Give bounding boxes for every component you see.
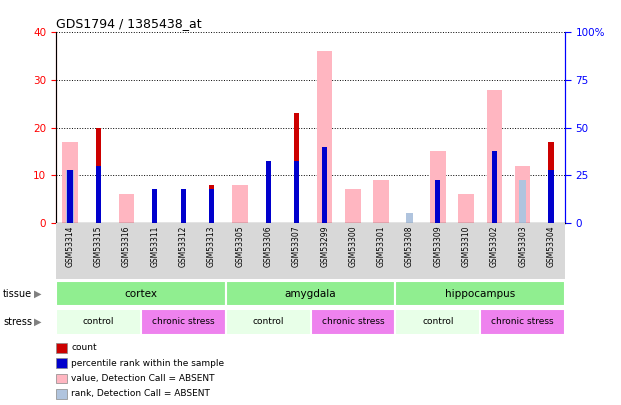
Bar	[310, 309, 396, 335]
Bar	[56, 281, 225, 306]
Bar	[492, 151, 497, 223]
Bar	[96, 166, 101, 223]
Bar	[548, 171, 553, 223]
Text: GSM53299: GSM53299	[320, 226, 329, 267]
Bar	[266, 161, 271, 223]
Text: GSM53301: GSM53301	[377, 226, 386, 267]
Bar	[62, 142, 78, 223]
Text: GSM53310: GSM53310	[461, 226, 471, 267]
Bar	[56, 309, 141, 335]
Bar	[225, 281, 396, 306]
Bar	[152, 194, 158, 223]
Text: amygdala: amygdala	[284, 289, 337, 298]
Bar	[458, 194, 474, 223]
Text: stress: stress	[3, 317, 32, 327]
Bar	[56, 223, 565, 279]
Text: GSM53308: GSM53308	[405, 226, 414, 267]
Text: GSM53313: GSM53313	[207, 226, 216, 267]
Text: GSM53315: GSM53315	[94, 226, 103, 267]
Bar	[209, 185, 214, 223]
Text: chronic stress: chronic stress	[322, 318, 384, 326]
Bar	[181, 190, 186, 223]
Text: value, Detection Call = ABSENT: value, Detection Call = ABSENT	[71, 374, 215, 383]
Text: GSM53300: GSM53300	[348, 226, 358, 267]
Text: control: control	[252, 318, 284, 326]
Bar	[548, 142, 553, 223]
Text: rank, Detection Call = ABSENT: rank, Detection Call = ABSENT	[71, 389, 211, 398]
Bar	[396, 309, 480, 335]
Bar	[487, 90, 502, 223]
Bar	[515, 166, 530, 223]
Bar	[519, 180, 527, 223]
Bar	[345, 190, 361, 223]
Bar	[435, 180, 440, 223]
Text: GSM53314: GSM53314	[66, 226, 75, 267]
Bar	[152, 190, 158, 223]
Text: ▶: ▶	[34, 289, 42, 298]
Bar	[141, 309, 225, 335]
Bar	[317, 51, 332, 223]
Bar	[480, 309, 565, 335]
Text: GDS1794 / 1385438_at: GDS1794 / 1385438_at	[56, 17, 202, 30]
Text: chronic stress: chronic stress	[152, 318, 214, 326]
Text: GSM53311: GSM53311	[150, 226, 160, 267]
Text: GSM53316: GSM53316	[122, 226, 131, 267]
Bar	[68, 171, 73, 223]
Text: GSM53302: GSM53302	[490, 226, 499, 267]
Bar	[396, 281, 565, 306]
Text: chronic stress: chronic stress	[491, 318, 554, 326]
Text: GSM53306: GSM53306	[263, 226, 273, 267]
Text: ▶: ▶	[34, 317, 42, 327]
Bar	[406, 213, 414, 223]
Bar	[96, 128, 101, 223]
Bar	[209, 190, 214, 223]
Text: control: control	[422, 318, 453, 326]
Text: hippocampus: hippocampus	[445, 289, 515, 298]
Text: GSM53312: GSM53312	[179, 226, 188, 267]
Text: GSM53309: GSM53309	[433, 226, 442, 267]
Bar	[232, 185, 248, 223]
Bar	[430, 151, 446, 223]
Text: percentile rank within the sample: percentile rank within the sample	[71, 359, 225, 368]
Bar	[294, 113, 299, 223]
Bar	[181, 194, 186, 223]
Bar	[225, 309, 310, 335]
Bar	[322, 147, 327, 223]
Text: cortex: cortex	[124, 289, 157, 298]
Bar	[294, 161, 299, 223]
Bar	[66, 171, 74, 223]
Text: GSM53303: GSM53303	[518, 226, 527, 267]
Text: GSM53304: GSM53304	[546, 226, 555, 267]
Text: tissue: tissue	[3, 289, 32, 298]
Bar	[373, 180, 389, 223]
Text: control: control	[83, 318, 114, 326]
Text: GSM53305: GSM53305	[235, 226, 244, 267]
Bar	[266, 180, 271, 223]
Text: count: count	[71, 343, 97, 352]
Text: GSM53307: GSM53307	[292, 226, 301, 267]
Bar	[119, 194, 134, 223]
